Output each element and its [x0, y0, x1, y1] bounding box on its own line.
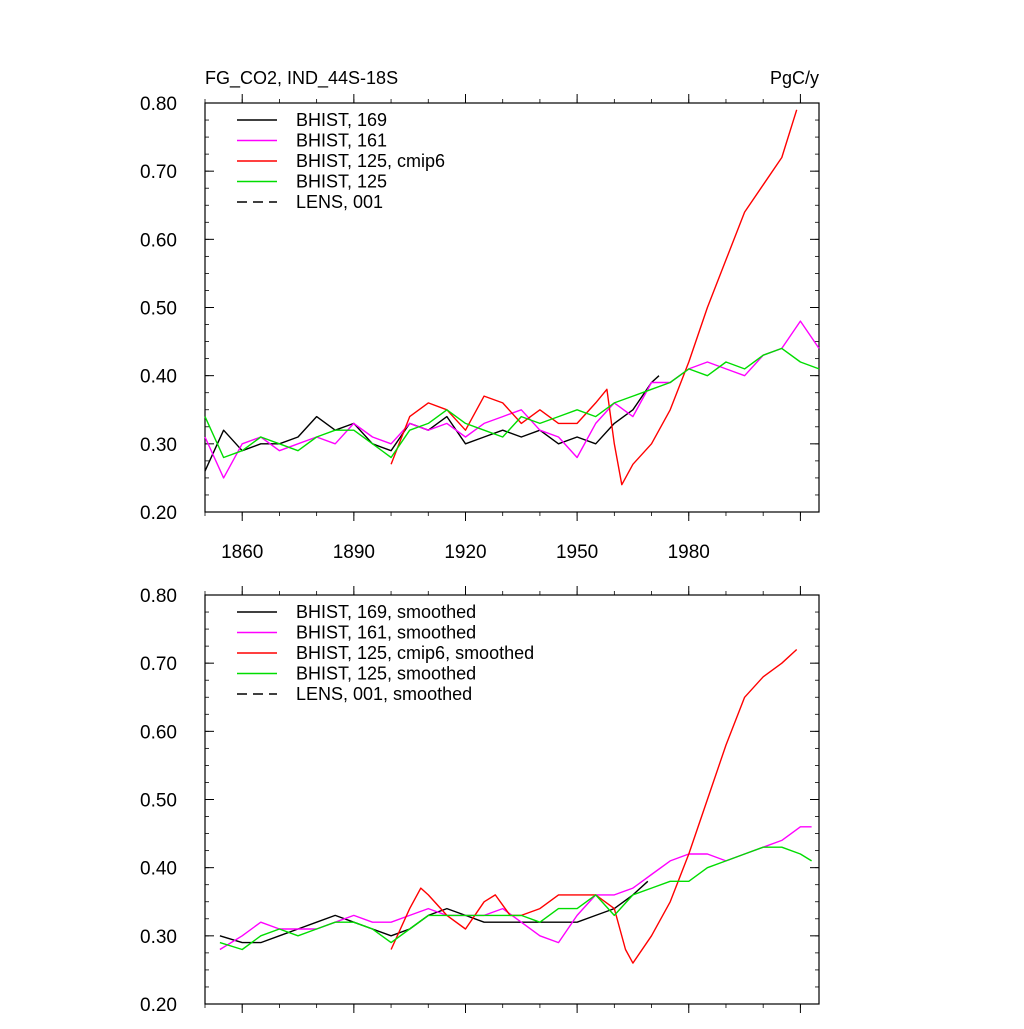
series-line-2	[390, 109, 798, 486]
y-tick-label: 0.30	[140, 435, 177, 456]
x-tick-label: 1980	[668, 542, 710, 563]
legend-label-0: BHIST, 169, smoothed	[296, 602, 476, 622]
y-tick-label: 0.70	[140, 162, 177, 183]
x-tick-label: 1950	[556, 542, 598, 563]
y-tick-label: 0.80	[140, 94, 177, 115]
legend-label-4: LENS, 001, smoothed	[296, 684, 472, 704]
y-tick-label: 0.50	[140, 791, 177, 812]
series-line-1	[219, 826, 812, 951]
series-line-1	[204, 320, 820, 479]
y-tick-label: 0.50	[140, 299, 177, 320]
panel-title-left: FG_CO2, IND_44S-18S	[205, 68, 398, 89]
series-line-3	[204, 347, 820, 459]
x-tick-label: 1860	[221, 542, 263, 563]
legend-label-1: BHIST, 161	[296, 131, 387, 151]
legend-label-3: BHIST, 125	[296, 172, 387, 192]
series-line-0	[219, 880, 649, 944]
legend-label-3: BHIST, 125, smoothed	[296, 664, 476, 684]
y-tick-label: 0.40	[140, 367, 177, 388]
x-tick-label: 1920	[444, 542, 486, 563]
legend-label-2: BHIST, 125, cmip6, smoothed	[296, 643, 534, 663]
x-tick-label: 1890	[333, 542, 375, 563]
y-tick-label: 0.20	[140, 995, 177, 1016]
panel-top: 0.20 0.30 0.40 0.50 0.60 0.70 0.80 1860 1890 1920…	[140, 94, 820, 563]
series-line-2	[390, 648, 798, 964]
series-line-3	[219, 846, 812, 951]
y-tick-label: 0.80	[140, 586, 177, 607]
panel-title-right: PgC/y	[770, 68, 819, 88]
legend-label-2: BHIST, 125, cmip6	[296, 151, 445, 171]
y-tick-label: 0.30	[140, 927, 177, 948]
legend-label-1: BHIST, 161, smoothed	[296, 623, 476, 643]
legend-label-0: BHIST, 169	[296, 110, 387, 130]
y-tick-label: 0.20	[140, 503, 177, 524]
series-line-0	[204, 375, 660, 472]
y-tick-label: 0.40	[140, 859, 177, 880]
y-tick-label: 0.70	[140, 654, 177, 675]
y-tick-label: 0.60	[140, 230, 177, 251]
y-tick-label: 0.60	[140, 722, 177, 743]
legend-label-4: LENS, 001	[296, 192, 383, 212]
panel-bottom: 0.20 0.30 0.40 0.50 0.60 0.70 0.80 BHIST, 169, …	[140, 586, 820, 1016]
